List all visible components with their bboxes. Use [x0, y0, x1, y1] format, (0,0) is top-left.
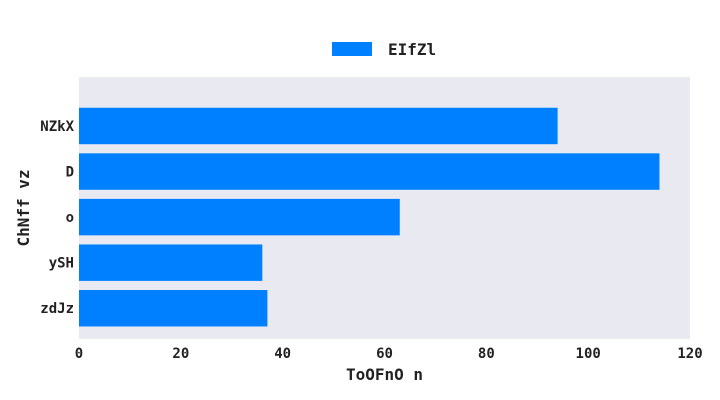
- legend: EIfZl: [332, 40, 436, 59]
- x-tick-labels: 0 20 40 60 80 100 120: [75, 346, 703, 362]
- x-tick-label: 0: [75, 346, 83, 362]
- y-tick-label: NZkX: [40, 119, 74, 135]
- bars-group: [79, 107, 660, 327]
- y-tick-label: D: [66, 165, 74, 181]
- y-tick-label: zdJz: [40, 301, 74, 317]
- x-tick-label: 100: [576, 346, 601, 362]
- x-tick-label: 40: [274, 346, 291, 362]
- legend-swatch: [332, 42, 372, 56]
- bar-zdJz: [79, 290, 268, 327]
- bar-o: [79, 198, 400, 236]
- x-axis-label: ToOFnO n: [346, 365, 423, 384]
- y-axis-label: ChNff vz: [14, 169, 33, 246]
- bar-D: [79, 153, 660, 190]
- x-tick-label: 20: [172, 346, 189, 362]
- x-tick-label: 80: [478, 346, 495, 362]
- bar-NZkX: [79, 107, 558, 145]
- x-tick-label: 60: [376, 346, 393, 362]
- y-tick-labels: NZkX Do ySH zdJz: [40, 119, 74, 317]
- legend-label: EIfZl: [388, 40, 436, 59]
- bar-ySH: [79, 244, 263, 281]
- y-tick-label: o: [66, 210, 74, 226]
- y-tick-label: ySH: [49, 256, 74, 272]
- x-tick-label: 120: [677, 346, 702, 362]
